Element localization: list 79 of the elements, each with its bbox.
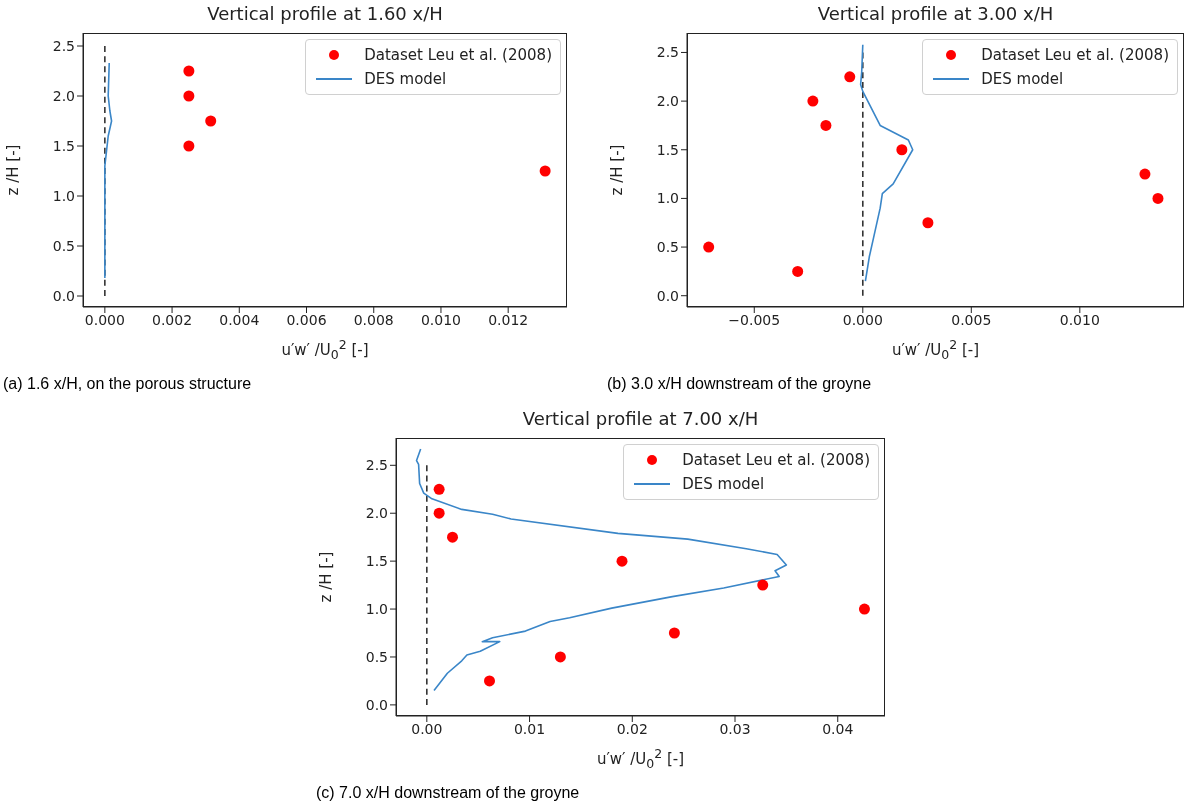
- x-tick-label: 0.010: [1059, 311, 1100, 328]
- point: [757, 579, 769, 591]
- point: [183, 90, 195, 102]
- point: [183, 140, 195, 152]
- line-series: [104, 62, 113, 279]
- x-tick-label: 0.002: [152, 311, 193, 328]
- line-series: [426, 464, 428, 706]
- line-series: [862, 51, 864, 297]
- chart-title: Vertical profile at 1.60 x/H: [206, 3, 444, 24]
- y-tick-label: 2.0: [656, 93, 679, 110]
- point: [447, 531, 458, 543]
- y-tick-label: 0.5: [656, 239, 679, 256]
- y-axis-title: z /H [-]: [4, 144, 22, 196]
- x-tick-label: 0.04: [822, 720, 854, 737]
- x-axis-title: u′w′ /U$_{0}$$^{2}$ [-]: [595, 746, 686, 771]
- y-tick-label: 0.5: [365, 648, 388, 665]
- point: [922, 217, 934, 229]
- text: (b) 3.0 x/H downstream of the groyne: [607, 375, 872, 393]
- y-tick-label: 1.5: [656, 141, 679, 158]
- x-tick-label: 0.006: [286, 311, 327, 328]
- point: [433, 507, 445, 519]
- x-tick-label: 0.03: [719, 720, 751, 737]
- legend-label: Dataset Leu et al. (2008): [682, 450, 870, 471]
- y-tick-label: 2.5: [52, 37, 75, 54]
- x-tick-label: −0.005: [728, 311, 781, 328]
- point: [807, 95, 819, 107]
- y-tick-label: 1.0: [365, 601, 388, 618]
- x-axis-title: u′w′ /U$_{0}$$^{2}$ [-]: [890, 337, 981, 362]
- y-tick-label: 1.0: [656, 190, 679, 207]
- legend-label: DES model: [981, 69, 1064, 90]
- y-tick-label: 0.0: [656, 287, 679, 304]
- y-tick-label: 0.0: [52, 287, 75, 304]
- point: [433, 483, 445, 495]
- chart-title: Vertical profile at 7.00 x/H: [521, 408, 760, 429]
- x-tick-label: 0.010: [420, 311, 462, 328]
- x-tick-label: 0.00: [411, 720, 443, 737]
- point: [844, 71, 856, 83]
- y-tick-label: 1.5: [365, 553, 388, 570]
- y-tick-label: 2.5: [365, 457, 388, 474]
- y-axis-title: z /H [-]: [608, 144, 626, 196]
- point: [616, 555, 628, 567]
- point: [554, 651, 566, 663]
- point: [668, 627, 680, 639]
- text: (a) 1.6 x/H, on the porous structure: [3, 375, 252, 393]
- x-tick-label: 0.000: [842, 311, 883, 328]
- x-tick-label: 0.004: [219, 311, 260, 328]
- y-tick-label: 0.0: [365, 696, 388, 713]
- point: [183, 65, 195, 77]
- point: [539, 165, 551, 177]
- x-tick-label: 0.008: [353, 311, 394, 328]
- legend-label: DES model: [682, 474, 765, 495]
- chart-title: Vertical profile at 3.00 x/H: [816, 3, 1055, 24]
- point: [820, 119, 832, 131]
- y-tick-label: 0.5: [52, 237, 75, 254]
- line-series: [859, 43, 914, 282]
- point: [483, 675, 495, 687]
- point: [1152, 192, 1164, 204]
- y-tick-label: 2.5: [656, 44, 679, 61]
- legend-label: DES model: [364, 69, 447, 90]
- y-tick-label: 2.0: [52, 87, 75, 104]
- y-axis-title: z /H [-]: [317, 551, 335, 603]
- x-tick-label: 0.005: [951, 311, 992, 328]
- y-tick-label: 2.0: [365, 505, 388, 522]
- x-axis-title: u′w′ /U$_{0}$$^{2}$ [-]: [280, 337, 370, 362]
- point: [703, 241, 715, 253]
- text: (c) 7.0 x/H downstream of the groyne: [316, 784, 580, 802]
- point: [1139, 168, 1151, 180]
- y-tick-label: 1.0: [52, 187, 75, 204]
- point: [205, 115, 217, 127]
- x-tick-label: 0.000: [84, 311, 125, 328]
- x-tick-label: 0.02: [616, 720, 648, 737]
- x-tick-label: 0.012: [488, 311, 529, 328]
- x-tick-label: 0.01: [513, 720, 546, 737]
- point: [896, 144, 908, 156]
- point: [792, 265, 804, 277]
- legend-label: Dataset Leu et al. (2008): [364, 45, 552, 66]
- point: [858, 603, 870, 615]
- y-tick-label: 1.5: [52, 137, 75, 154]
- legend-label: Dataset Leu et al. (2008): [981, 45, 1169, 66]
